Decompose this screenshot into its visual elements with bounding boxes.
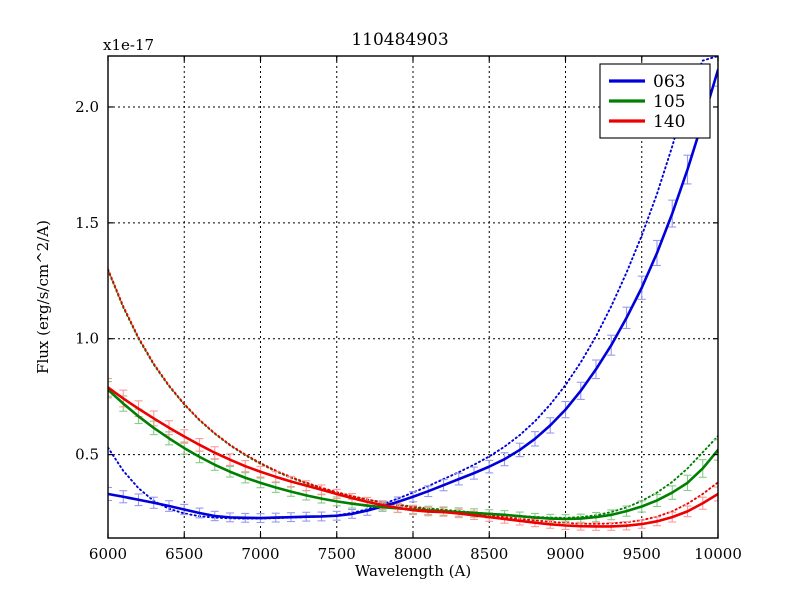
legend-label-105: 105	[653, 92, 685, 112]
x-axis-title: Wavelength (A)	[355, 562, 471, 580]
series-line-063	[108, 68, 718, 520]
legend-label-063: 063	[653, 72, 685, 92]
y-tick-label: 1.0	[75, 330, 99, 348]
y-axis-title: Flux (erg/s/cm^2/A)	[34, 220, 52, 374]
x-tick-label: 8500	[470, 545, 508, 563]
legend-item-105[interactable]: 105	[609, 92, 685, 112]
x-tick-label: 10000	[694, 545, 742, 563]
legend-label-140: 140	[653, 112, 685, 132]
y-tick-label: 0.5	[75, 446, 99, 464]
x-tick-label: 6500	[165, 545, 203, 563]
x-tick-label: 7500	[318, 545, 356, 563]
series-line-dotted-105-model	[108, 269, 718, 519]
page-title: 110484903	[351, 30, 448, 50]
x-tick-label: 9500	[623, 545, 661, 563]
x-tick-label: 6000	[89, 545, 127, 563]
y-tick-label: 2.0	[75, 98, 99, 116]
x-tick-label: 8000	[394, 545, 432, 563]
legend-item-063[interactable]: 063	[609, 72, 685, 92]
x-tick-label: 9000	[546, 545, 584, 563]
error-bars-063	[108, 56, 718, 524]
series-line-140	[108, 386, 718, 528]
gridlines	[108, 56, 718, 538]
legend-item-140[interactable]: 140	[609, 112, 685, 132]
series-line-dotted-140-model	[108, 268, 718, 525]
tick-marks-and-labels: 6000 6500 7000 7500 8000 8500 9000 9500 10000 0.5…	[75, 56, 742, 563]
data-series-layer	[108, 56, 718, 531]
x-tick-label: 7000	[241, 545, 279, 563]
error-bars-140	[108, 378, 718, 531]
series-line-dotted-063-model	[108, 56, 718, 520]
y-tick-label: 1.5	[75, 214, 99, 232]
y-axis-offset-label: x1e-17	[103, 36, 154, 54]
